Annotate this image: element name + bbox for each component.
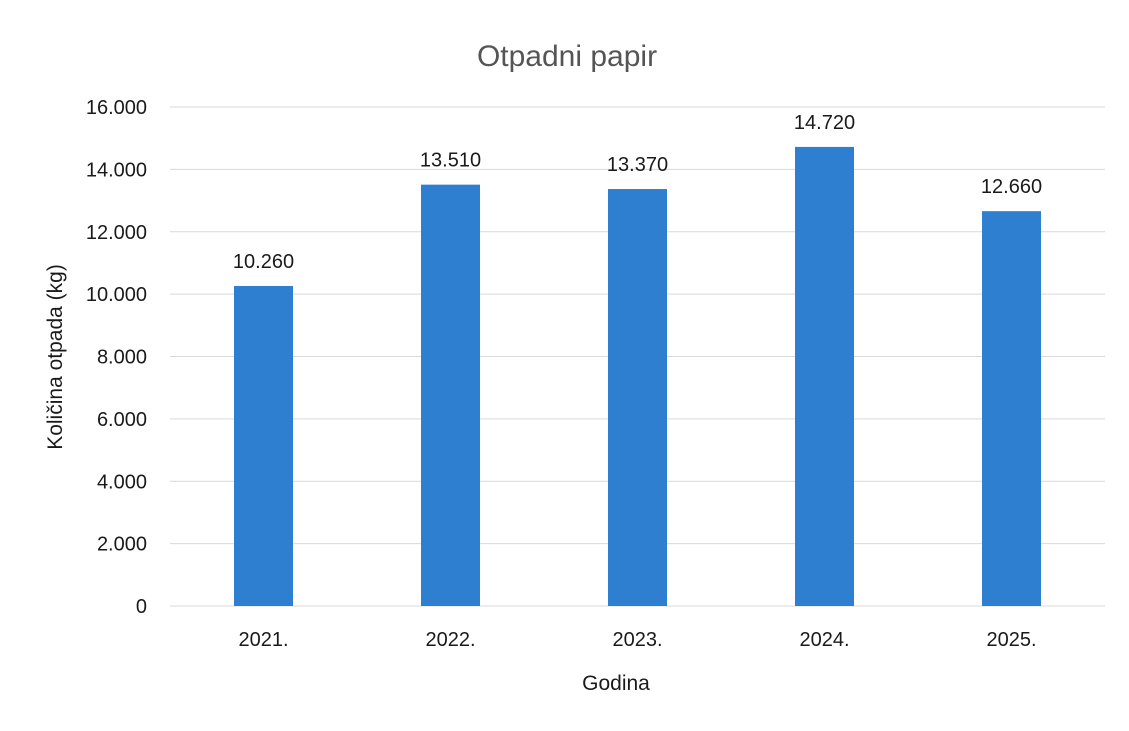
bar-2022 — [421, 184, 480, 607]
chart-title: Otpadni papir — [477, 40, 657, 73]
data-label: 12.660 — [981, 176, 1042, 198]
bar-2023 — [608, 189, 667, 606]
y-tick-label: 4.000 — [97, 471, 147, 493]
x-axis-label: Godina — [582, 672, 650, 695]
bar-2024 — [795, 146, 854, 607]
y-tick-label: 10.000 — [86, 284, 147, 306]
bar-2025 — [982, 211, 1041, 606]
y-tick-labels: 0 2.000 4.000 6.000 8.000 10.000 12.000 14.000 1… — [86, 97, 147, 618]
x-tick-label: 2024. — [799, 629, 849, 651]
data-label: 14.720 — [794, 112, 855, 134]
x-tick-label: 2021. — [238, 629, 288, 651]
y-tick-label: 8.000 — [97, 347, 147, 369]
data-label: 10.260 — [233, 251, 294, 273]
y-tick-label: 14.000 — [86, 159, 147, 181]
y-axis-label: Količina otpada (kg) — [44, 264, 67, 450]
x-tick-label: 2022. — [425, 629, 475, 651]
data-label: 13.370 — [607, 154, 668, 176]
y-tick-label: 16.000 — [86, 97, 147, 119]
x-tick-label: 2025. — [986, 629, 1036, 651]
y-tick-label: 2.000 — [97, 534, 147, 556]
y-tick-label: 0 — [136, 596, 147, 618]
y-tick-label: 12.000 — [86, 222, 147, 244]
y-tick-label: 6.000 — [97, 409, 147, 431]
data-labels: 10.260 13.510 13.370 14.720 12.660 — [233, 112, 1042, 273]
data-label: 13.510 — [420, 150, 481, 172]
x-tick-label: 2023. — [612, 629, 662, 651]
bar-2021 — [234, 286, 293, 606]
bars — [234, 146, 1041, 607]
x-tick-labels: 2021. 2022. 2023. 2024. 2025. — [238, 629, 1036, 651]
